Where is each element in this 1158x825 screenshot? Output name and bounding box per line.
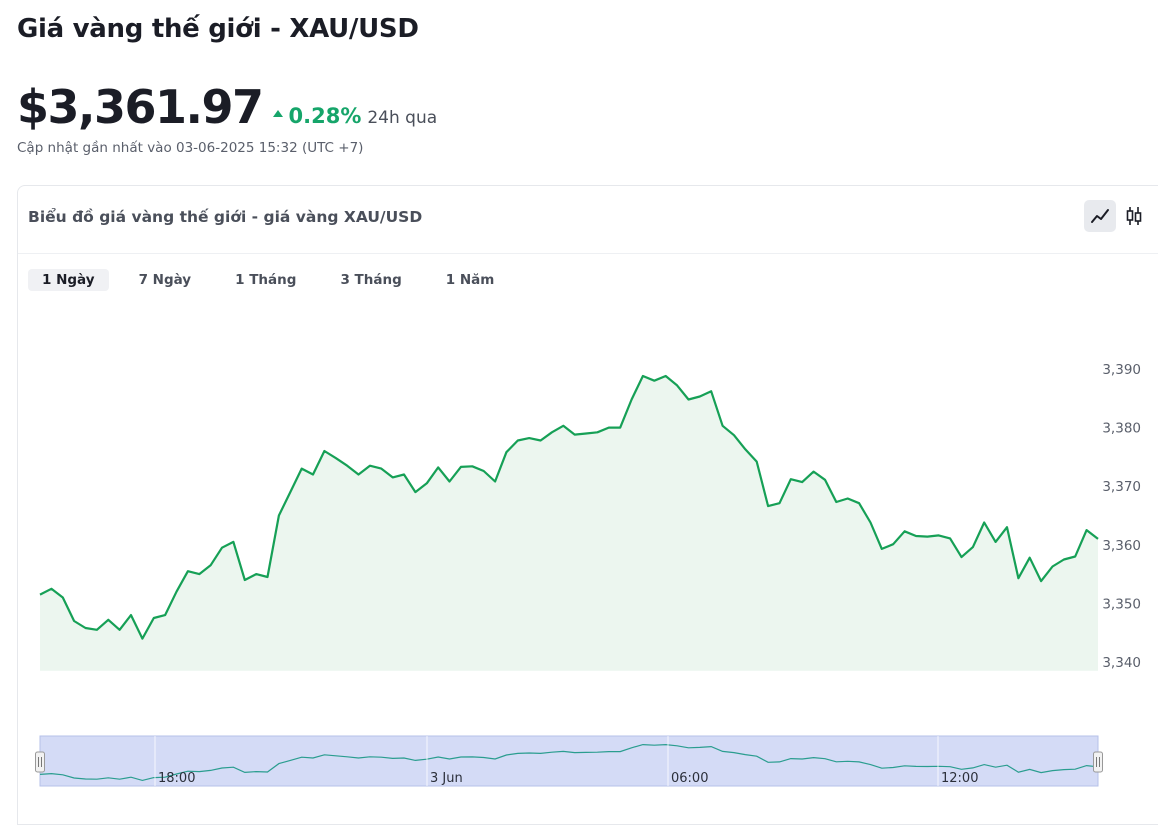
tab-3-months[interactable]: 3 Tháng (340, 272, 402, 288)
line-chart-toggle[interactable] (1084, 200, 1116, 232)
navigator-handle-left[interactable] (35, 751, 45, 773)
y-tick-label: 3,350 (1102, 596, 1141, 612)
price-chart[interactable]: 3,340 3,350 3,360 3,370 3,380 3,390 18:00 3 Jun… (0, 0, 1158, 803)
navigator-handle-right[interactable] (1093, 751, 1103, 773)
candlestick-chart-toggle[interactable] (1118, 200, 1150, 232)
range-tabs: 1 Ngày 7 Ngày 1 Tháng 3 Tháng 1 Năm (28, 269, 524, 291)
price-area (40, 376, 1098, 671)
card-divider (18, 253, 1158, 254)
y-tick-label: 3,380 (1102, 421, 1141, 437)
y-tick-label: 3,390 (1102, 362, 1141, 378)
chart-card-title: Biểu đồ giá vàng thế giới - giá vàng XAU… (28, 208, 423, 226)
candlestick-icon (1126, 207, 1142, 225)
navigator-x-label: 12:00 (941, 771, 978, 786)
navigator-window[interactable] (39, 735, 1099, 787)
tab-7-days[interactable]: 7 Ngày (138, 272, 192, 288)
price-change-percent: 0.28% (288, 104, 362, 128)
tab-1-month[interactable]: 1 Tháng (235, 272, 297, 288)
navigator-x-label: 3 Jun (430, 771, 463, 786)
y-tick-label: 3,370 (1102, 479, 1141, 495)
navigator-x-label: 06:00 (671, 771, 708, 786)
price-line (39, 374, 1099, 640)
current-price: $3,361.97 (17, 80, 264, 134)
triangle-up-icon (272, 110, 283, 117)
y-tick-label: 3,360 (1102, 538, 1141, 554)
y-tick-label: 3,340 (1102, 655, 1141, 671)
price-summary: $3,361.97 0.28% 24h qua (17, 80, 437, 134)
line-chart-icon (1091, 209, 1109, 223)
page-title: Giá vàng thế giới - XAU/USD (17, 14, 419, 44)
navigator-line (39, 743, 1099, 782)
navigator-x-label: 18:00 (158, 771, 195, 786)
tab-1-year[interactable]: 1 Năm (445, 272, 495, 288)
tab-1-day[interactable]: 1 Ngày (28, 269, 109, 291)
last-updated: Cập nhật gần nhất vào 03-06-2025 15:32 (… (17, 140, 364, 156)
change-period: 24h qua (367, 108, 438, 128)
